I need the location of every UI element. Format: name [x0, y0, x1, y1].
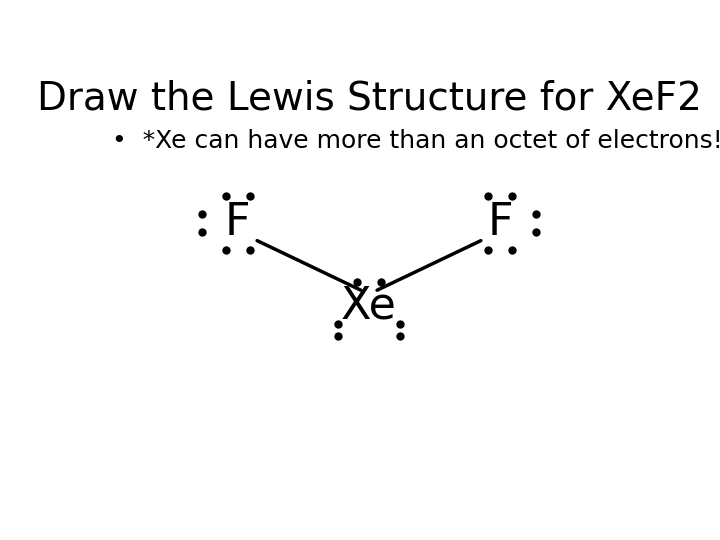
Text: Xe: Xe — [341, 285, 397, 327]
Text: F: F — [487, 201, 513, 244]
Text: F: F — [225, 201, 251, 244]
Text: •  *Xe can have more than an octet of electrons!: • *Xe can have more than an octet of ele… — [112, 129, 720, 153]
Text: Draw the Lewis Structure for XeF2: Draw the Lewis Structure for XeF2 — [37, 79, 701, 117]
